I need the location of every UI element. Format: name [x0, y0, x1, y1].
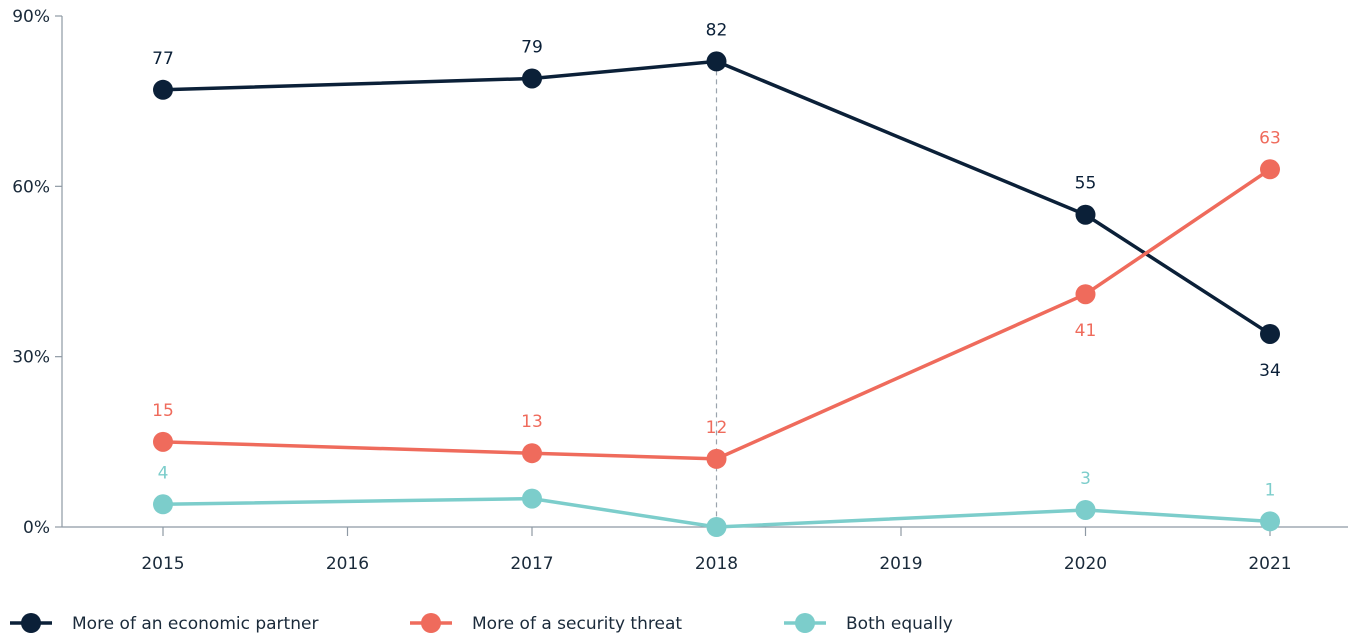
data-point: [706, 448, 727, 469]
data-label: 1: [1265, 480, 1276, 500]
data-point: [522, 443, 542, 464]
data-label: 82: [706, 20, 728, 40]
data-label: 77: [152, 49, 174, 69]
data-point: [1075, 204, 1096, 225]
x-tick-label: 2020: [1064, 554, 1107, 574]
data-point: [522, 68, 542, 89]
x-tick-label: 2019: [879, 554, 922, 574]
y-tick-label: 90%: [12, 7, 50, 27]
legend-label: More of an economic partner: [72, 614, 318, 634]
data-label: 55: [1075, 174, 1097, 194]
legend-label: Both equally: [846, 614, 953, 634]
data-point: [1075, 284, 1096, 305]
y-tick-label: 30%: [12, 348, 50, 368]
data-point: [153, 79, 173, 100]
data-label: 4: [158, 463, 169, 483]
chart-data-labels: 77 79 82 55 34 15 13 12 41 63 4 3 1: [152, 20, 1281, 500]
x-tick-label: 2021: [1248, 554, 1291, 574]
data-label: 13: [521, 412, 543, 432]
data-point: [522, 488, 542, 509]
data-point: [1260, 159, 1280, 180]
legend-label: More of a security threat: [472, 614, 682, 634]
x-tick-label: 2015: [141, 554, 184, 574]
x-tick-label: 2016: [326, 554, 369, 574]
x-tick-label: 2018: [695, 554, 738, 574]
y-tick-label: 60%: [12, 177, 50, 197]
data-label: 3: [1080, 469, 1091, 489]
data-point: [706, 51, 727, 72]
data-label: 12: [706, 418, 728, 438]
data-point: [1260, 323, 1280, 344]
data-label: 41: [1075, 321, 1097, 341]
chart-legend: More of an economic partner More of a sec…: [10, 613, 953, 634]
legend-swatch-marker: [421, 613, 441, 633]
data-point: [706, 517, 727, 537]
y-tick-label: 0%: [23, 518, 50, 538]
legend-swatch-marker: [795, 613, 815, 633]
data-label: 63: [1259, 128, 1281, 148]
data-label: 34: [1259, 361, 1281, 381]
data-point: [153, 431, 173, 452]
data-point: [1075, 499, 1096, 520]
x-tick-label: 2017: [510, 554, 553, 574]
chart-axes: 0% 30% 60% 90% 2015 2016 2017 2018 2019 2020 2021: [12, 7, 1348, 574]
chart-series-layer: [153, 51, 1280, 537]
data-point: [153, 494, 173, 515]
data-label: 79: [521, 37, 543, 57]
legend-swatch-marker: [21, 613, 41, 633]
data-point: [1260, 511, 1280, 532]
data-label: 15: [152, 401, 174, 421]
